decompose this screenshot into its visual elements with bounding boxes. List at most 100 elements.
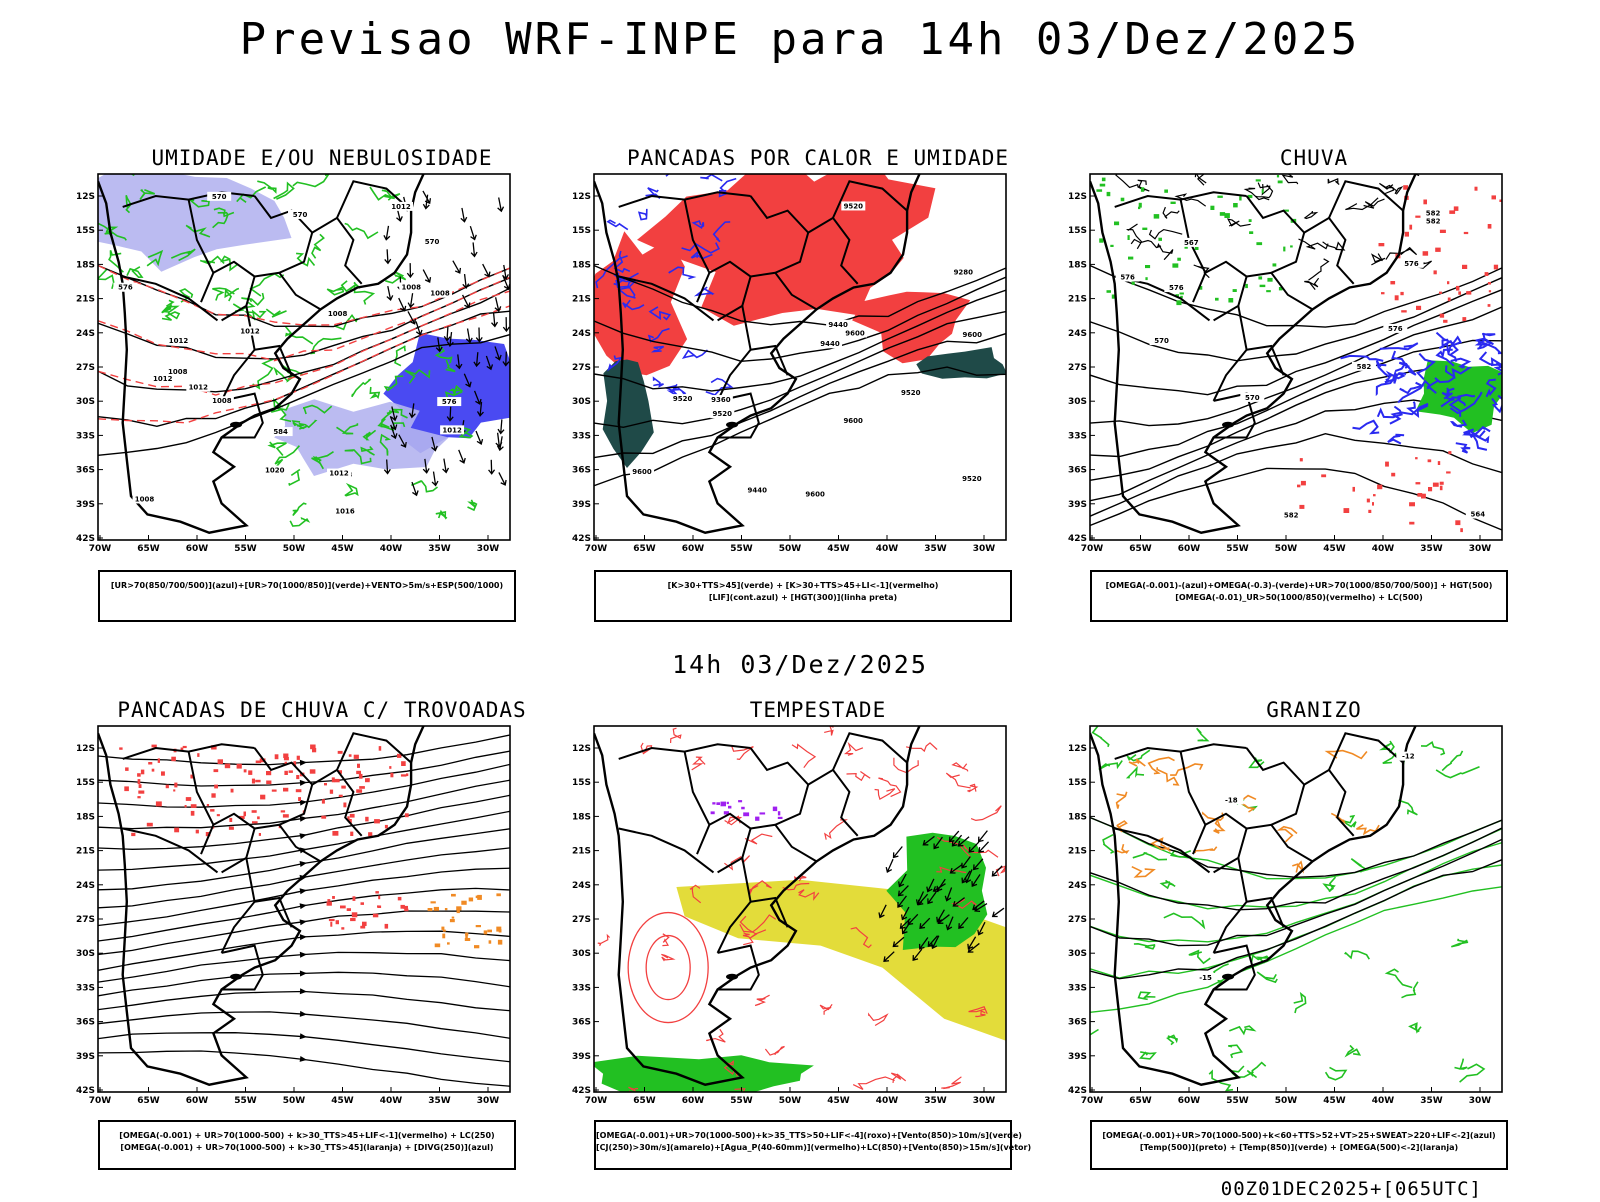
rain-omega-weak-area: [1375, 360, 1390, 378]
rain-omega-strong-area: [1176, 300, 1182, 306]
rain-omega-strong-area: [1249, 231, 1254, 234]
precipitable-water-contour: [824, 726, 834, 736]
rain-omega-strong-area: [1111, 294, 1115, 299]
contour-label: 576: [118, 284, 133, 292]
temperature-850-contour: [1125, 749, 1151, 762]
panel-legend: [UR>70(850/700/500)](azul)+[UR>70(1000/8…: [98, 570, 516, 622]
contour-label-bg: [630, 467, 655, 477]
precipitable-water-contour: [691, 756, 706, 771]
rain-omega-strong-area: [1099, 183, 1106, 187]
lon-label: 55W: [234, 544, 257, 554]
height-500-contour: [1304, 277, 1320, 290]
lifted-index-contour: [668, 266, 697, 280]
legend-line: [K>30+TTS>45](verde) + [K>30+TTS>45+LI<-…: [667, 581, 939, 590]
streamline-850-closed: [627, 911, 709, 1024]
rain-omega-weak-area: [1379, 342, 1419, 351]
contour-label: 9360: [711, 396, 731, 404]
humidity-low-levels-contour: [139, 189, 155, 200]
rain-omega-strong-area: [1247, 194, 1253, 199]
precipitable-water-contour: [724, 815, 743, 826]
height-500-contour: [1194, 174, 1205, 186]
instability-li-area: [637, 174, 936, 326]
lifted-index-contour: [650, 345, 665, 353]
lon-label: 65W: [137, 1096, 160, 1106]
thickness-contour: [98, 305, 510, 424]
country-border: [254, 896, 293, 928]
omega-500-contour: [1116, 820, 1128, 833]
rain-humidity-area: [1385, 461, 1389, 467]
country-border: [774, 272, 818, 311]
storm-purple-area: [777, 816, 783, 819]
contour-label-bg: [132, 494, 157, 504]
rain-omega-weak-area: [1461, 428, 1488, 451]
thunderstorm-area: [341, 785, 346, 789]
contour-label: -15: [1199, 974, 1212, 982]
humidity-low-levels-contour: [369, 186, 395, 201]
rain-humidity-area: [1488, 290, 1492, 293]
rain-omega-strong-area: [1138, 206, 1141, 210]
thunderstorm-area: [347, 816, 350, 822]
thunderstorm-area: [213, 769, 219, 773]
contour-label: 576: [1388, 325, 1403, 333]
contour-label-bg: [165, 367, 190, 377]
lagoon: [230, 973, 243, 980]
country-border: [716, 305, 752, 402]
temperature-850-contour: [1098, 760, 1123, 771]
thunderstorm-area: [271, 789, 277, 792]
country-border: [1246, 896, 1285, 928]
lon-label: 45W: [331, 1096, 354, 1106]
humidity-low-levels-contour: [199, 255, 225, 265]
rain-humidity-area: [1447, 281, 1450, 285]
wind-vector: [485, 355, 494, 371]
storm-purple-area: [723, 811, 729, 815]
country-border: [717, 392, 760, 439]
map-frame: [1089, 173, 1503, 541]
rain-humidity-area: [1439, 481, 1444, 485]
thunderstorm-area: [357, 763, 360, 768]
lat-label: 15S: [572, 778, 591, 788]
convection-area: [430, 901, 436, 904]
country-border: [221, 392, 264, 439]
wind-vector: [383, 225, 391, 241]
thunderstorm-area: [326, 901, 332, 906]
precipitable-water-contour: [597, 933, 611, 947]
precipitable-water-contour: [628, 1086, 638, 1092]
wind-vector: [964, 869, 973, 884]
humidity-low-levels-contour: [369, 386, 381, 400]
humidity-low-levels-contour: [98, 222, 127, 241]
thunderstorm-area: [335, 920, 339, 925]
humidity-low-levels-contour: [344, 222, 379, 240]
lat-label: 21S: [572, 847, 591, 857]
precipitable-water-contour: [706, 1028, 726, 1043]
contour-label: 9440: [748, 487, 768, 495]
rain-omega-strong-area: [1145, 265, 1151, 269]
lat-label: 39S: [1068, 1052, 1087, 1062]
rain-omega-strong-area: [1224, 213, 1230, 218]
country-border: [1328, 180, 1404, 219]
temperature-850-contour: [1137, 991, 1156, 1001]
rain-omega-weak-area: [1450, 357, 1472, 369]
storm-purple-area: [720, 801, 726, 807]
wind-vector: [475, 430, 484, 445]
rain-humidity-area: [1366, 498, 1370, 503]
height-500-contour: [1379, 182, 1395, 195]
lat-label: 36S: [572, 1018, 591, 1028]
humidity-low-levels-contour: [445, 359, 456, 373]
humidity-low-levels-contour: [467, 499, 478, 512]
rain-omega-strong-area: [1199, 286, 1203, 290]
lagoon: [1222, 421, 1235, 428]
precipitable-water-contour: [970, 805, 1002, 822]
thunderstorm-area: [365, 816, 369, 822]
thunderstorm-area: [151, 768, 155, 772]
thunderstorm-area: [310, 744, 316, 750]
country-border: [1328, 732, 1404, 771]
thunderstorm-area: [151, 744, 157, 748]
lifted-index-contour: [606, 219, 629, 231]
contour-label: 9600: [845, 329, 865, 337]
legend-line: [OMEGA(-0.01)_UR>50(1000/850)(vermelho) …: [1175, 593, 1423, 602]
lon-label: 30W: [1469, 544, 1492, 554]
stream-arrow: [299, 1055, 307, 1062]
lat-label: 36S: [572, 466, 591, 476]
wind-vector: [961, 870, 971, 884]
legend-line: [OMEGA(-0.001)+UR>70(1000-500)+k<60+TTS>…: [1102, 1131, 1496, 1140]
